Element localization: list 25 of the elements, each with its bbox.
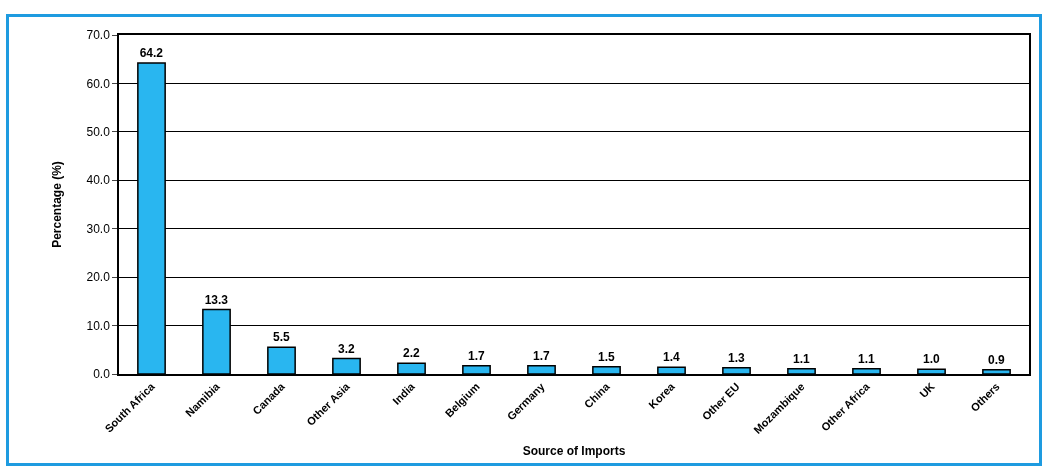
y-tick-label: 60.0 [86,76,111,91]
y-tick-label: 70.0 [86,28,111,43]
data-label: 2.2 [403,346,420,361]
x-axis-title: Source of Imports [522,444,626,459]
y-tick-label: 50.0 [86,125,111,140]
y-axis-title: Percentage (%) [50,161,65,248]
y-tick-label: 20.0 [86,270,111,285]
y-tick-label: 30.0 [86,221,111,236]
data-label: 3.2 [338,341,355,356]
data-label: 1.7 [468,348,485,363]
data-label: 1.1 [858,351,875,366]
data-label: 1.3 [728,350,745,365]
data-label: 1.7 [533,348,550,363]
data-label: 0.9 [988,352,1005,367]
data-label: 5.5 [273,330,290,345]
y-tick-label: 40.0 [86,173,111,188]
x-tick-label: UK [917,380,937,400]
data-label: 64.2 [139,46,164,61]
data-label: 1.0 [923,352,940,367]
data-label: 13.3 [204,292,229,307]
data-label: 1.1 [793,351,810,366]
data-label: 1.4 [663,350,680,365]
y-tick-label: 0.0 [93,367,111,382]
y-tick-label: 10.0 [86,318,111,333]
data-label: 1.5 [598,349,615,364]
